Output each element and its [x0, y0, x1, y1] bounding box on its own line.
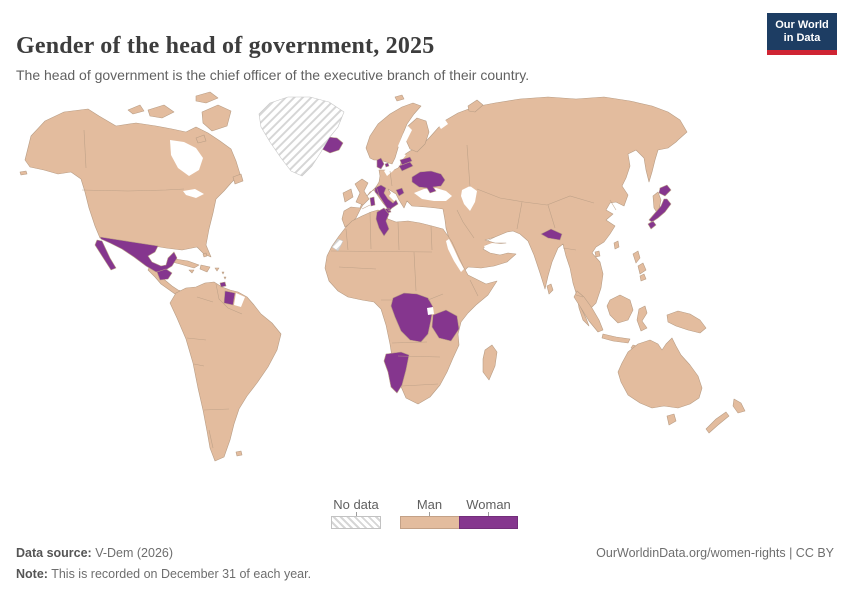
note-label: Note:: [16, 567, 48, 581]
region-western-sahara[interactable]: [331, 238, 344, 252]
legend-man-tick: [429, 512, 430, 516]
data-source-line: Data source: V-Dem (2026): [16, 546, 173, 560]
region-namibia[interactable]: [383, 351, 410, 394]
legend-no-data-label: No data: [333, 497, 379, 512]
region-japan[interactable]: [647, 184, 672, 230]
page-title: Gender of the head of government, 2025: [16, 33, 435, 60]
red-sea: [446, 239, 464, 272]
region-suriname[interactable]: [223, 290, 236, 306]
region-tunisia[interactable]: [375, 207, 390, 237]
legend-man[interactable]: Man: [400, 497, 459, 529]
baltic-sea: [384, 153, 406, 176]
data-source-label: Data source:: [16, 546, 92, 560]
legend-woman-tick: [488, 512, 489, 516]
legend-woman[interactable]: Woman: [459, 497, 518, 529]
region-madagascar[interactable]: [482, 344, 498, 381]
region-british-isles[interactable]: [342, 178, 370, 206]
legend-man-label: Man: [416, 497, 443, 512]
region-caribbean[interactable]: [171, 252, 227, 280]
great-lakes: [183, 189, 204, 198]
persian-gulf: [484, 243, 508, 251]
country-borders: [81, 129, 617, 449]
french-guiana-gap: [234, 293, 245, 307]
owid-logo-line2: in Data: [783, 32, 821, 44]
legend-woman-swatch: [459, 516, 518, 529]
owid-logo[interactable]: Our World in Data: [767, 13, 837, 55]
region-finland[interactable]: [404, 117, 430, 153]
gulf-of-bothnia: [398, 126, 412, 154]
region-canadian-arctic-islands[interactable]: [19, 91, 244, 185]
region-denmark[interactable]: [376, 157, 390, 170]
legend-no-data[interactable]: No data: [331, 497, 381, 529]
legend-man-swatch: [400, 516, 459, 529]
region-southeast-asian-islands[interactable]: [573, 290, 707, 351]
white-sea: [437, 118, 448, 129]
region-nepal[interactable]: [540, 228, 563, 241]
region-north-america[interactable]: [24, 108, 241, 258]
region-new-zealand-tasmania[interactable]: [666, 398, 746, 434]
note-value: This is recorded on December 31 of each …: [51, 567, 312, 581]
caspian-sea: [461, 186, 477, 211]
region-tanzania[interactable]: [431, 309, 460, 342]
legend-no-data-swatch: [331, 516, 381, 529]
region-australia[interactable]: [617, 337, 703, 409]
region-novaya-zemlya-svalbard[interactable]: [394, 94, 484, 113]
region-honduras[interactable]: [156, 268, 173, 281]
hudson-bay: [170, 140, 203, 176]
region-ukraine[interactable]: [411, 170, 446, 194]
legend-woman-label: Woman: [466, 497, 511, 512]
region-mexico[interactable]: [94, 236, 178, 273]
data-source-value: V-Dem (2026): [95, 546, 174, 560]
region-democratic-republic-of-congo[interactable]: [390, 292, 434, 343]
region-trinidad-and-tobago[interactable]: [219, 281, 227, 288]
lake-victoria: [427, 307, 434, 315]
region-latvia[interactable]: [399, 156, 413, 166]
owid-logo-line1: Our World: [775, 19, 829, 31]
region-lithuania[interactable]: [398, 161, 414, 172]
legend-no-data-tick: [355, 512, 357, 516]
region-eurasia[interactable]: [341, 96, 688, 327]
region-scandinavia[interactable]: [365, 102, 422, 165]
black-sea: [414, 188, 452, 201]
region-greenland[interactable]: [258, 96, 345, 177]
region-asian-islands[interactable]: [546, 191, 662, 295]
region-bosnia-and-herzegovina[interactable]: [395, 187, 405, 197]
note-line: Note: This is recorded on December 31 of…: [16, 567, 311, 581]
region-philippines[interactable]: [632, 250, 647, 282]
citation-link[interactable]: OurWorldinData.org/women-rights | CC BY: [596, 546, 834, 560]
page-subtitle: The head of government is the chief offi…: [16, 67, 530, 83]
region-south-america[interactable]: [169, 281, 282, 462]
